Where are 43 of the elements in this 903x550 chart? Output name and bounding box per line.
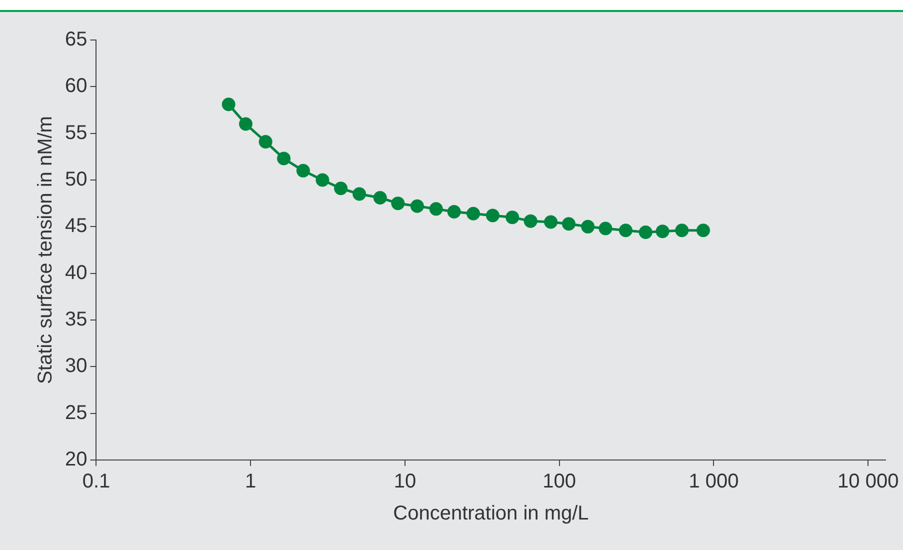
- point: [506, 210, 520, 224]
- y-tick-label: 50: [64, 168, 88, 191]
- point: [524, 214, 538, 228]
- x-tick-label: 0.1: [82, 470, 110, 493]
- x-tick-label: 1 000: [688, 470, 739, 493]
- y-axis-title: Static surface tension in nM/m: [34, 116, 57, 384]
- point: [486, 208, 500, 222]
- y-tick-label: 45: [64, 215, 88, 238]
- point: [656, 224, 670, 238]
- point: [277, 152, 291, 166]
- x-tick-label: 10: [394, 470, 416, 493]
- y-tick-label: 35: [64, 308, 88, 331]
- point: [544, 215, 558, 229]
- y-tick-label: 55: [64, 122, 88, 144]
- point: [562, 217, 576, 231]
- y-tick-label: 20: [64, 448, 88, 471]
- y-tick-label: 30: [64, 355, 88, 378]
- point: [352, 187, 366, 201]
- y-tick-label: 60: [64, 75, 88, 98]
- point: [581, 220, 595, 234]
- point: [334, 182, 348, 196]
- point: [391, 196, 405, 210]
- point: [429, 202, 443, 216]
- x-tick-label: 1: [245, 470, 256, 493]
- point: [316, 173, 330, 187]
- point: [638, 226, 652, 240]
- x-tick-label: 10 000: [838, 470, 899, 493]
- x-tick-label: 100: [542, 470, 576, 493]
- point: [447, 204, 461, 218]
- point: [618, 224, 632, 238]
- y-tick-label: 25: [64, 402, 88, 424]
- y-tick-label: 65: [64, 28, 88, 51]
- point: [258, 134, 272, 148]
- point: [675, 224, 689, 238]
- y-tick-label: 40: [64, 262, 88, 284]
- point: [373, 190, 387, 204]
- point: [222, 98, 236, 112]
- point: [410, 199, 424, 213]
- point: [296, 164, 310, 178]
- x-axis-title: Concentration in mg/L: [393, 502, 589, 525]
- point: [466, 206, 480, 220]
- point: [598, 222, 612, 236]
- point: [239, 117, 252, 131]
